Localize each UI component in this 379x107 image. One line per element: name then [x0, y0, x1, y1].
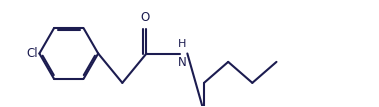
Text: N: N — [177, 56, 186, 69]
Text: Cl: Cl — [26, 47, 38, 60]
Text: O: O — [141, 11, 150, 24]
Text: H: H — [178, 39, 186, 49]
